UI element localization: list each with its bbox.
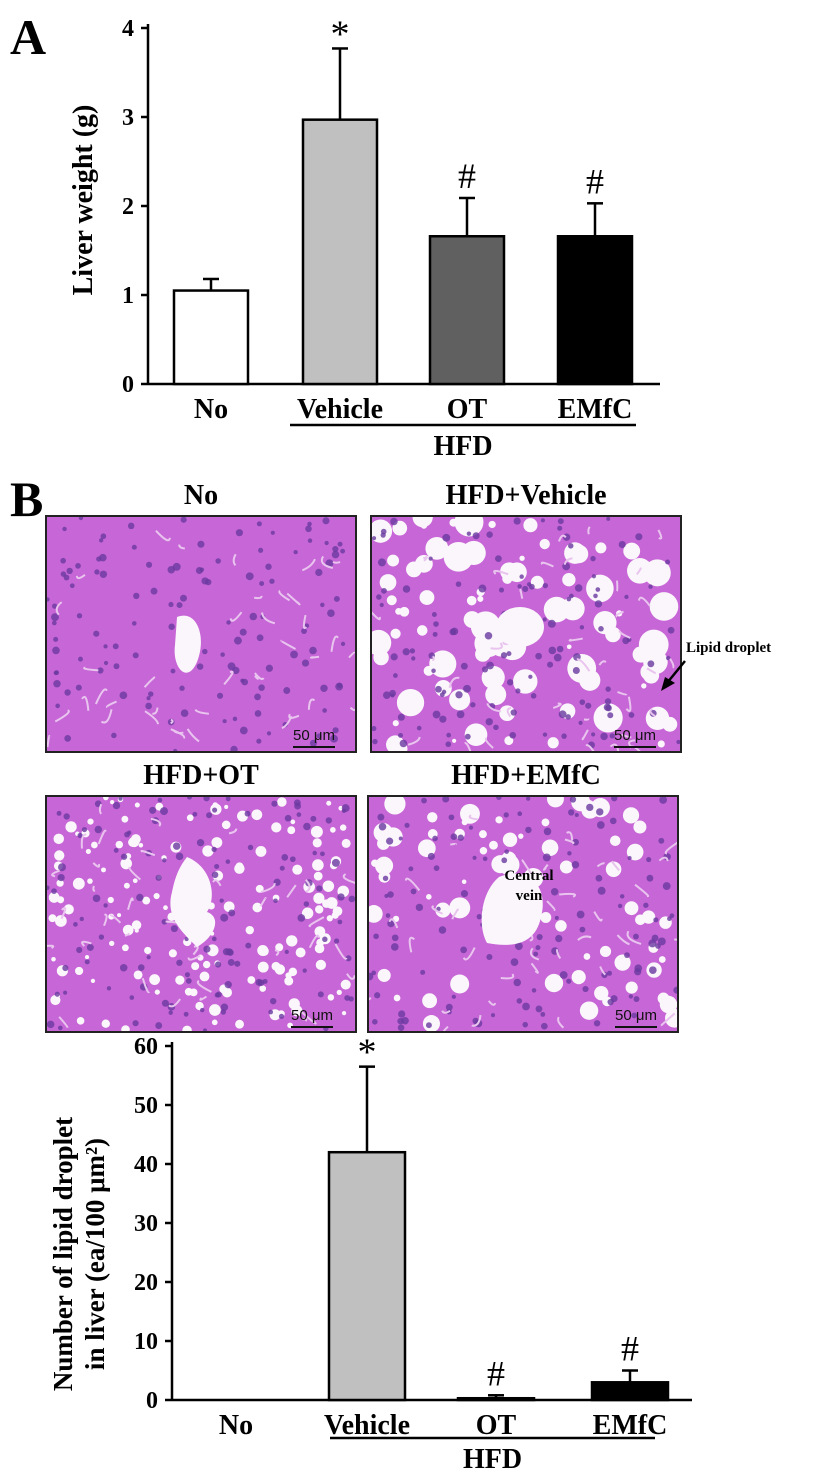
scale-bar: 50 μm (614, 727, 656, 748)
scale-bar: 50 μm (291, 1007, 333, 1028)
panel-label-b: B (10, 471, 44, 527)
bar-ot (456, 1396, 536, 1402)
bar-vehicle (327, 1150, 407, 1402)
bar-ot (428, 235, 506, 386)
y-tick-label: 10 (134, 1329, 158, 1355)
chart-a-ylabel: Liver weight (g) (68, 105, 99, 296)
y-tick-label: 4 (122, 16, 134, 42)
category-label: OT (476, 1410, 517, 1441)
micrograph-title-hfd-vehicle: HFD+Vehicle (445, 480, 607, 511)
y-tick-label: 60 (134, 1036, 158, 1060)
y-tick-label: 40 (134, 1152, 158, 1178)
hfd-group-label: HFD (463, 1444, 522, 1471)
scale-bar: 50 μm (615, 1007, 657, 1028)
bar-emfc (556, 235, 634, 386)
bar-no (172, 289, 250, 386)
significance-marker: * (358, 1036, 377, 1074)
micrograph-hfd-ot: 50 μm (45, 795, 357, 1033)
chart-b-ylabel-line2: in liver (ea/100 μm²) (80, 1138, 110, 1370)
y-tick-label: 2 (122, 194, 134, 220)
category-label: EMfC (593, 1410, 668, 1441)
significance-marker: # (458, 156, 476, 196)
category-label: EMfC (558, 394, 633, 425)
y-tick-label: 20 (134, 1270, 158, 1296)
y-tick-label: 30 (134, 1211, 158, 1237)
micrograph-no-image (47, 517, 355, 751)
y-tick-label: 1 (122, 283, 134, 309)
significance-marker: # (586, 161, 604, 201)
micrograph-title-no: No (183, 480, 219, 511)
micrograph-hfd-vehicle-image (372, 517, 680, 751)
y-tick-label: 0 (146, 1388, 158, 1414)
chart-b-ylabel-line1: Number of lipid droplet (48, 1117, 78, 1391)
significance-marker: # (621, 1329, 639, 1369)
hfd-group-label: HFD (433, 431, 492, 460)
y-tick-label: 0 (122, 372, 134, 398)
micrograph-title-hfd-ot: HFD+OT (143, 760, 259, 791)
bar-emfc (590, 1381, 670, 1402)
micrograph-no: 50 μm (45, 515, 357, 753)
significance-marker: # (487, 1353, 505, 1393)
liver-weight-chart: 0 1 2 3 4 No * Vehicle # OT # EMfC HFD Liver weight … (68, 13, 660, 460)
micrograph-title-hfd-emfc: HFD+EMfC (451, 760, 601, 791)
y-tick-label: 3 (122, 105, 134, 131)
lipid-droplet-label: Lipid droplet (686, 640, 772, 656)
central-vein-label: Central vein (504, 868, 554, 904)
lipid-droplet-chart: 0 10 20 30 40 50 60 No * Vehicle # OT # EMfC HFD Numbe… (48, 1036, 692, 1471)
category-label: No (219, 1410, 253, 1441)
scale-bar: 50 μm (293, 727, 335, 748)
micrograph-hfd-vehicle: 50 μm (370, 515, 682, 753)
lipid-droplet-arrow (661, 660, 686, 691)
category-label: No (194, 394, 228, 425)
significance-marker: * (331, 13, 350, 55)
category-label: Vehicle (324, 1410, 410, 1441)
y-tick-label: 50 (134, 1093, 158, 1119)
bar-vehicle (301, 118, 379, 386)
panel-label-a: A (10, 9, 47, 65)
micrograph-hfd-emfc: Central vein 50 μm (367, 795, 679, 1033)
category-label: OT (447, 394, 488, 425)
micrograph-hfd-emfc-image (369, 797, 677, 1031)
category-label: Vehicle (297, 394, 383, 425)
micrograph-hfd-ot-image (47, 797, 355, 1031)
